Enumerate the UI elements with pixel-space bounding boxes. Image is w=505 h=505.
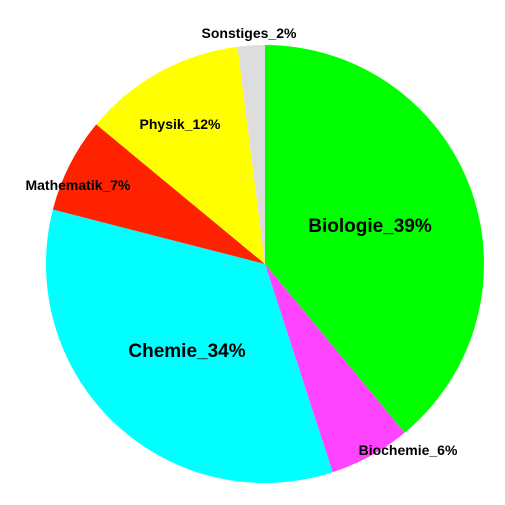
slice-label-biologie: Biologie_39% [308, 216, 432, 237]
pie-slice-mathematik [52, 124, 265, 265]
slice-label-biochemie: Biochemie_6% [359, 442, 458, 458]
pie-slice-biochemie [265, 264, 405, 473]
pie-labels: Biologie_39% Biochemie_6% Chemie_34% Mat… [25, 25, 457, 458]
pie-slices [46, 45, 485, 483]
pie-slice-sonstiges [237, 45, 265, 264]
pie-slice-chemie [46, 209, 333, 483]
slice-label-physik: Physik_12% [140, 116, 221, 132]
pie-slice-physik [96, 46, 265, 265]
slice-label-sonstiges: Sonstiges_2% [202, 25, 297, 41]
pie-slice-biologie [265, 45, 485, 433]
slice-label-chemie: Chemie_34% [128, 341, 245, 362]
slice-label-mathematik: Mathematik_7% [25, 177, 131, 193]
